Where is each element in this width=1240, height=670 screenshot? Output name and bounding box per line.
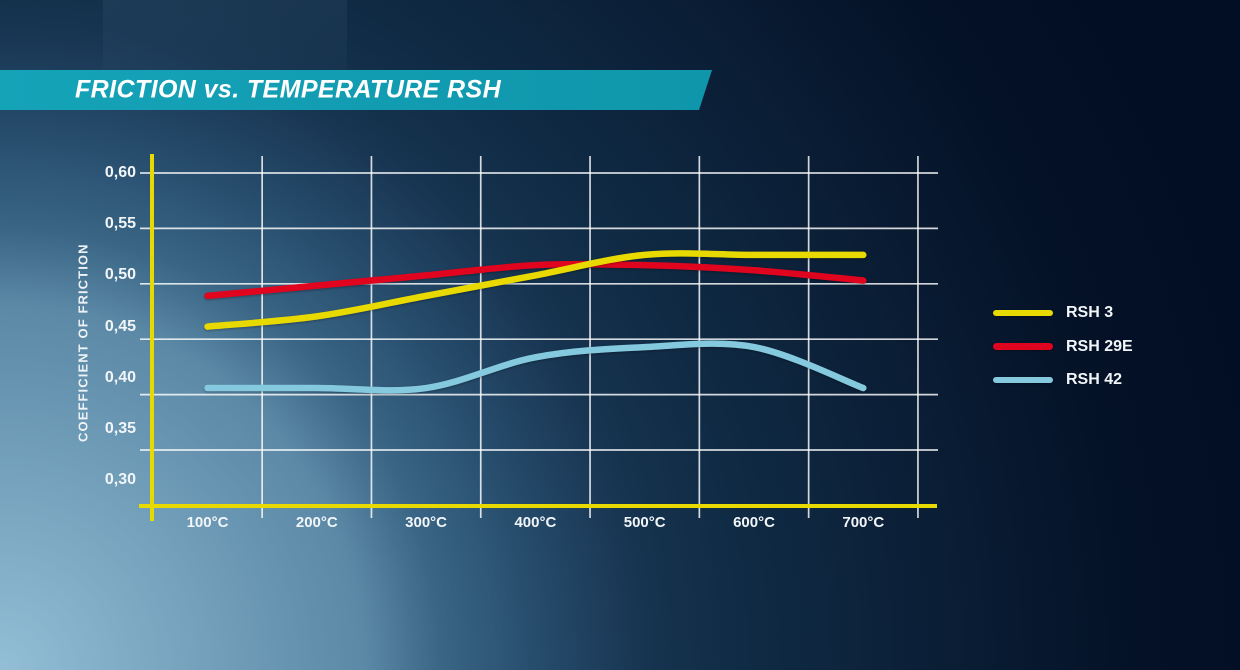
legend-label: RSH 29E	[1066, 337, 1133, 355]
y-tick-label: 0,30	[104, 471, 136, 489]
title-banner: FRICTION vs. TEMPERATURE RSH	[0, 70, 712, 110]
x-tick-label: 400°C	[514, 514, 557, 531]
y-tick-label: 0,55	[104, 215, 136, 233]
y-tick-label: 0,35	[104, 420, 136, 437]
legend: RSH 3 RSH 29E RSH 42	[993, 302, 1133, 403]
legend-label: RSH 3	[1066, 304, 1114, 321]
x-tick-label: 700°C	[842, 514, 885, 531]
x-tick-label: 100°C	[186, 514, 229, 531]
chart-title: FRICTION vs. TEMPERATURE RSH	[75, 75, 502, 104]
background-light-beam	[103, 0, 347, 70]
y-tick-label: 0,60	[104, 164, 136, 181]
y-tick-label: 0,45	[104, 317, 136, 335]
series-line-rsh-42	[204, 340, 867, 394]
series-line-rsh-3	[204, 250, 867, 330]
x-tick-label: 300°C	[405, 514, 448, 531]
x-tick-label: 500°C	[623, 514, 666, 531]
legend-swatch-rsh-3	[993, 309, 1053, 317]
legend-item: RSH 3	[993, 302, 1133, 324]
legend-label: RSH 42	[1066, 371, 1123, 388]
legend-item: RSH 29E	[993, 336, 1133, 358]
y-tick-label: 0,40	[104, 368, 136, 386]
y-tick-label: 0,50	[104, 266, 136, 284]
legend-item: RSH 42	[993, 369, 1133, 391]
x-tick-label: 200°C	[295, 514, 338, 531]
series-line-rsh-29e	[204, 260, 867, 300]
x-tick-label: 600°C	[733, 514, 775, 531]
legend-swatch-rsh-29e	[993, 343, 1053, 350]
legend-swatch-rsh-42	[993, 376, 1053, 384]
